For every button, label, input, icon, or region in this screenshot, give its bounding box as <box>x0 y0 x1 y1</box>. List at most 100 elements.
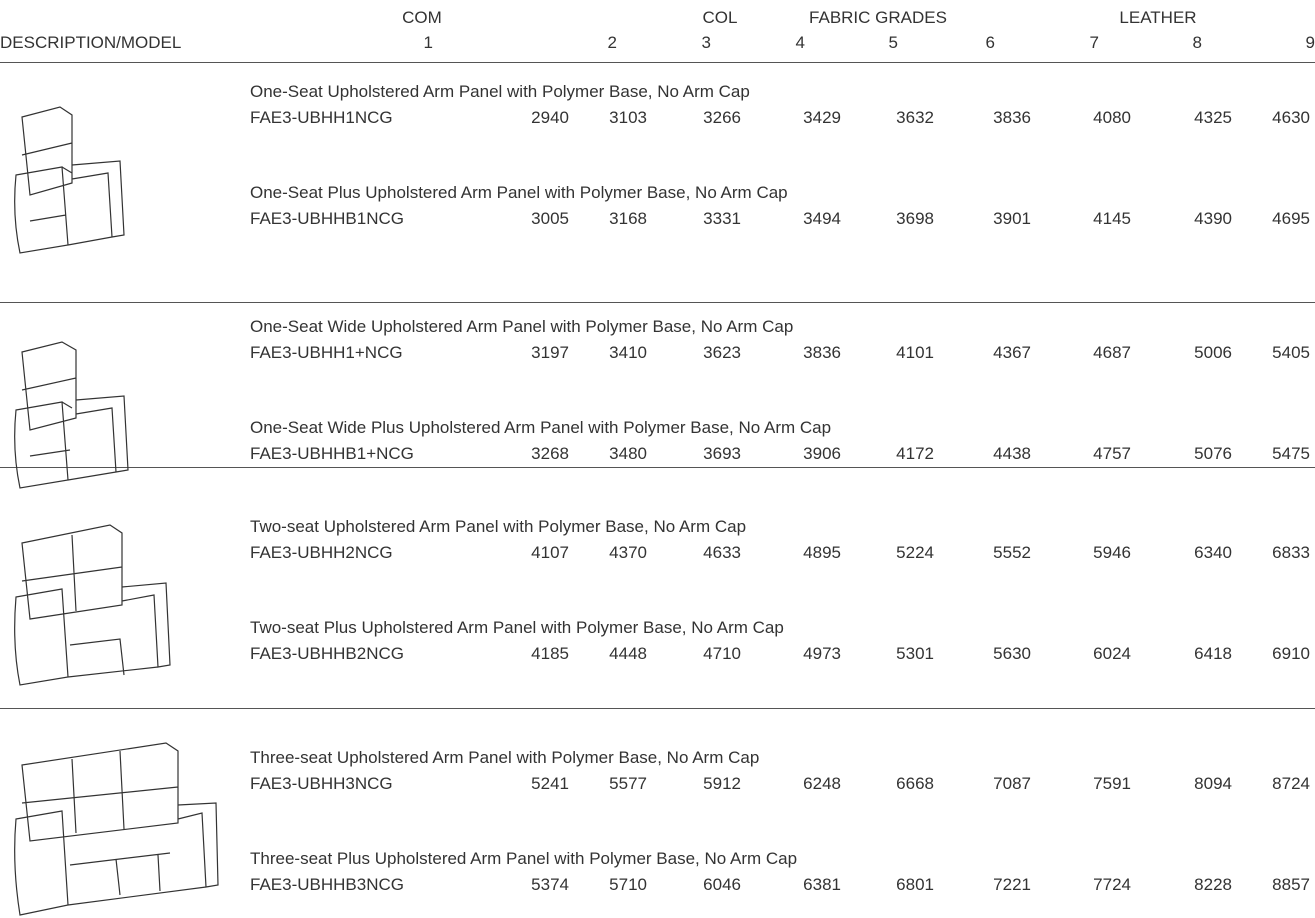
price: 6248 <box>803 774 841 793</box>
price: 4895 <box>803 543 841 562</box>
price: 7221 <box>993 875 1031 894</box>
item-description: Three-seat Plus Upholstered Arm Panel wi… <box>250 849 798 868</box>
price: 5710 <box>609 875 647 894</box>
column-group: COL <box>702 8 738 27</box>
sofa-illustration <box>14 742 219 916</box>
model-number: FAE3-UBHH3NCG <box>250 774 393 793</box>
price: 5912 <box>703 774 741 793</box>
price: 7591 <box>1093 774 1131 793</box>
price: 5630 <box>993 644 1031 663</box>
price: 8228 <box>1194 875 1232 894</box>
price: 3103 <box>609 108 647 127</box>
price: 5405 <box>1272 343 1310 362</box>
column-number: 6 <box>985 33 995 52</box>
price: 4107 <box>531 543 569 562</box>
price: 3623 <box>703 343 741 362</box>
price: 4438 <box>993 444 1031 463</box>
rule <box>0 62 1315 63</box>
price: 4757 <box>1093 444 1131 463</box>
column-number: 1 <box>423 33 433 52</box>
price: 4145 <box>1093 209 1131 228</box>
price: 8724 <box>1272 774 1310 793</box>
price: 5224 <box>896 543 934 562</box>
price: 4448 <box>609 644 647 663</box>
price: 6418 <box>1194 644 1232 663</box>
item-description: One-Seat Wide Upholstered Arm Panel with… <box>250 317 794 336</box>
price: 4172 <box>896 444 934 463</box>
price: 3480 <box>609 444 647 463</box>
price: 5577 <box>609 774 647 793</box>
price: 4633 <box>703 543 741 562</box>
model-number: FAE3-UBHH1+NCG <box>250 343 403 362</box>
column-number: 7 <box>1089 33 1099 52</box>
item-description: Two-seat Plus Upholstered Arm Panel with… <box>250 618 784 637</box>
column-number: 8 <box>1192 33 1202 52</box>
price: 6046 <box>703 875 741 894</box>
price: 3268 <box>531 444 569 463</box>
column-number: 4 <box>795 33 805 52</box>
item-description: One-Seat Upholstered Arm Panel with Poly… <box>250 82 750 101</box>
price: 6381 <box>803 875 841 894</box>
price: 3410 <box>609 343 647 362</box>
price: 4630 <box>1272 108 1310 127</box>
price: 4370 <box>609 543 647 562</box>
model-number: FAE3-UBHH1NCG <box>250 108 393 127</box>
price: 5241 <box>531 774 569 793</box>
price: 3168 <box>609 209 647 228</box>
price: 3632 <box>896 108 934 127</box>
price: 7724 <box>1093 875 1131 894</box>
price: 3901 <box>993 209 1031 228</box>
price: 2940 <box>531 108 569 127</box>
column-number: 2 <box>607 33 617 52</box>
column-heading: DESCRIPTION/MODEL <box>0 33 182 52</box>
price: 5006 <box>1194 343 1232 362</box>
price: 3331 <box>703 209 741 228</box>
price: 4390 <box>1194 209 1232 228</box>
price: 6668 <box>896 774 934 793</box>
price: 3906 <box>803 444 841 463</box>
price: 5475 <box>1272 444 1310 463</box>
price: 6833 <box>1272 543 1310 562</box>
price: 3266 <box>703 108 741 127</box>
column-group: COM <box>402 8 442 27</box>
model-number: FAE3-UBHHB1NCG <box>250 209 404 228</box>
model-number: FAE3-UBHHB3NCG <box>250 875 404 894</box>
price: 4325 <box>1194 108 1232 127</box>
price: 3005 <box>531 209 569 228</box>
price: 3836 <box>803 343 841 362</box>
column-group: FABRIC GRADES <box>809 8 947 27</box>
column-number: 5 <box>888 33 898 52</box>
price: 5552 <box>993 543 1031 562</box>
price: 3698 <box>896 209 934 228</box>
chair-illustration <box>14 106 125 254</box>
price: 8094 <box>1194 774 1232 793</box>
price: 4185 <box>531 644 569 663</box>
model-number: FAE3-UBHHB2NCG <box>250 644 404 663</box>
price: 6801 <box>896 875 934 894</box>
price: 3836 <box>993 108 1031 127</box>
price: 3693 <box>703 444 741 463</box>
price: 4367 <box>993 343 1031 362</box>
column-number: 9 <box>1305 33 1315 52</box>
item-description: One-Seat Plus Upholstered Arm Panel with… <box>250 183 788 202</box>
sofa-illustration <box>14 524 171 686</box>
column-number: 3 <box>701 33 711 52</box>
price: 6340 <box>1194 543 1232 562</box>
price: 3197 <box>531 343 569 362</box>
rule <box>0 467 1315 468</box>
price: 4080 <box>1093 108 1131 127</box>
price: 5301 <box>896 644 934 663</box>
item-description: Two-seat Upholstered Arm Panel with Poly… <box>250 517 747 536</box>
price: 6910 <box>1272 644 1310 663</box>
price: 7087 <box>993 774 1031 793</box>
price: 4695 <box>1272 209 1310 228</box>
price: 4973 <box>803 644 841 663</box>
price: 6024 <box>1093 644 1131 663</box>
price: 5076 <box>1194 444 1232 463</box>
model-number: FAE3-UBHH2NCG <box>250 543 393 562</box>
price: 4710 <box>703 644 741 663</box>
price: 5374 <box>531 875 569 894</box>
column-group: LEATHER <box>1119 8 1197 27</box>
rule <box>0 302 1315 303</box>
